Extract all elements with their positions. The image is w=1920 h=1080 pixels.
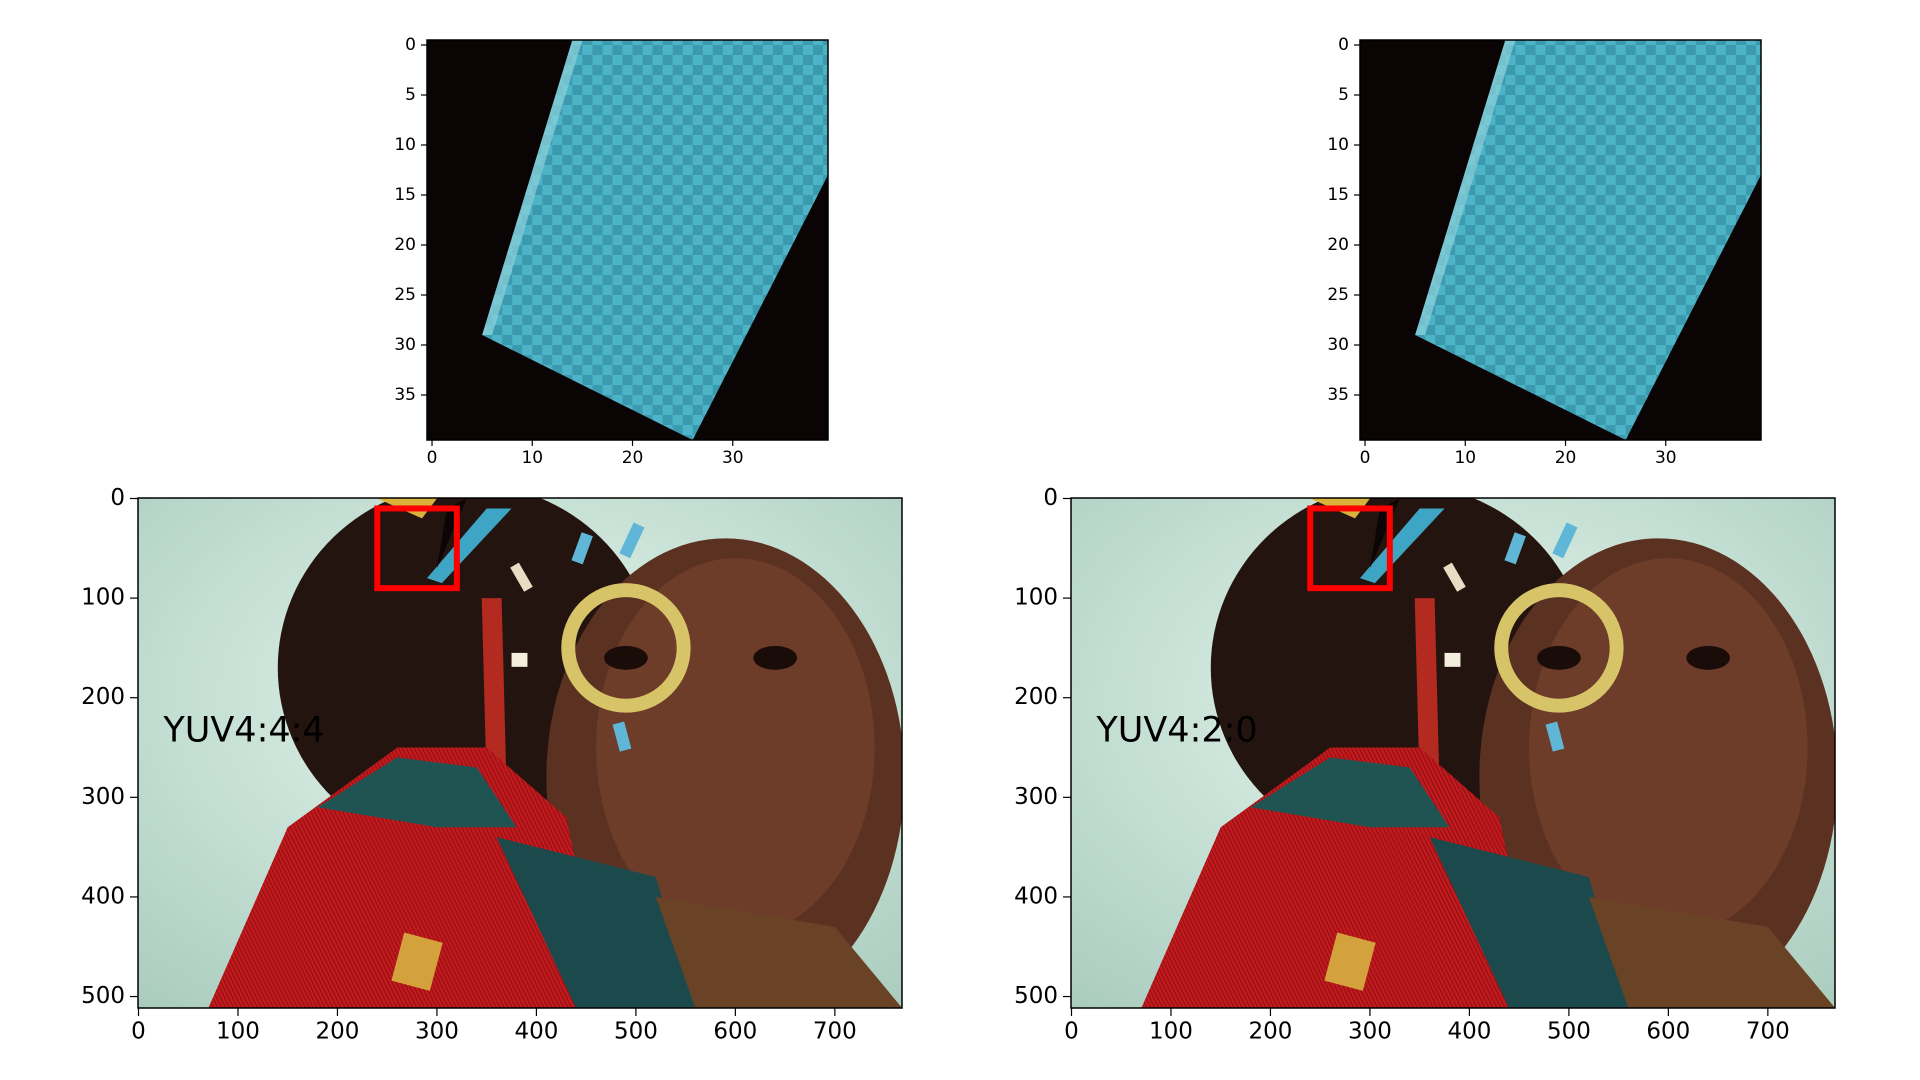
y-tick-label: 30	[394, 335, 416, 355]
y-tick-label: 0	[1043, 485, 1058, 511]
x-tick-label: 400	[514, 1019, 558, 1045]
x-tick-label: 200	[1249, 1019, 1293, 1045]
x-tick-label: 100	[1149, 1019, 1193, 1045]
x-tick-label: 500	[1547, 1019, 1591, 1045]
x-tick-label: 20	[1555, 448, 1577, 468]
y-tick-label: 10	[394, 135, 416, 155]
image	[427, 40, 828, 440]
x-tick-label: 300	[1348, 1019, 1392, 1045]
y-tick-label: 35	[394, 385, 416, 405]
x-tick-label: 10	[521, 448, 543, 468]
highlight-box	[374, 505, 460, 592]
y-tick-label: 25	[1327, 285, 1349, 305]
x-tick-label: 0	[131, 1019, 146, 1045]
axes-frame	[1359, 39, 1762, 441]
axes: YUV4:2:0 0 100 200 300 400 500 600 700 0 100 200 300…	[1014, 485, 1836, 1045]
y-tick-label: 300	[1014, 784, 1058, 810]
axes: YUV4:4:4 0 100 200 300 400 500 600 700 0 100 200 300…	[81, 485, 903, 1045]
y-tick-label: 25	[394, 285, 416, 305]
axes-frame	[137, 497, 903, 1009]
x-tick-label: 400	[1447, 1019, 1491, 1045]
annotation: YUV4:2:0	[1095, 711, 1257, 751]
x-tick-label: 700	[813, 1019, 857, 1045]
y-tick-label: 300	[81, 784, 125, 810]
x-tick-label: 600	[713, 1019, 757, 1045]
y-tick-label: 35	[1327, 385, 1349, 405]
y-tick-label: 15	[1327, 185, 1349, 205]
x-tick-label: 0	[1064, 1019, 1079, 1045]
x-tick-label: 0	[1360, 448, 1371, 468]
x-tick-label: 100	[216, 1019, 260, 1045]
y-tick-label: 0	[1338, 35, 1349, 55]
x-tick-label: 0	[427, 448, 438, 468]
y-tick-label: 100	[1014, 585, 1058, 611]
axes: 0 10 20 30 0 5 10 15 20 25 30 35	[1327, 35, 1762, 468]
y-tick-label: 500	[1014, 983, 1058, 1009]
axes: 0 10 20 30 0 5 10 15 20 25 30 35	[394, 35, 829, 468]
y-tick-label: 5	[1338, 85, 1349, 105]
y-tick-label: 20	[1327, 235, 1349, 255]
y-tick-label: 0	[110, 485, 125, 511]
y-tick-label: 400	[81, 883, 125, 909]
y-tick-label: 400	[1014, 883, 1058, 909]
y-tick-label: 200	[1014, 684, 1058, 710]
y-tick-label: 200	[81, 684, 125, 710]
image-content	[427, 40, 828, 440]
x-tick-label: 500	[614, 1019, 658, 1045]
x-tick-label: 600	[1646, 1019, 1690, 1045]
y-tick-label: 10	[1327, 135, 1349, 155]
x-tick-label: 700	[1746, 1019, 1790, 1045]
x-tick-label: 10	[1454, 448, 1476, 468]
annotation: YUV4:4:4	[162, 711, 324, 751]
x-tick-label: 30	[722, 448, 744, 468]
y-tick-label: 0	[405, 35, 416, 55]
x-tick-label: 20	[622, 448, 644, 468]
y-tick-label: 20	[394, 235, 416, 255]
image-content	[1360, 40, 1761, 440]
y-tick-label: 30	[1327, 335, 1349, 355]
y-tick-label: 5	[405, 85, 416, 105]
x-tick-label: 300	[415, 1019, 459, 1045]
axes-frame	[426, 39, 829, 441]
image	[1360, 40, 1761, 440]
axes-frame	[1070, 497, 1836, 1009]
y-tick-label: 100	[81, 585, 125, 611]
y-tick-label: 15	[394, 185, 416, 205]
highlight-box	[1307, 505, 1393, 592]
y-tick-label: 500	[81, 983, 125, 1009]
x-tick-label: 30	[1655, 448, 1677, 468]
x-tick-label: 200	[316, 1019, 360, 1045]
